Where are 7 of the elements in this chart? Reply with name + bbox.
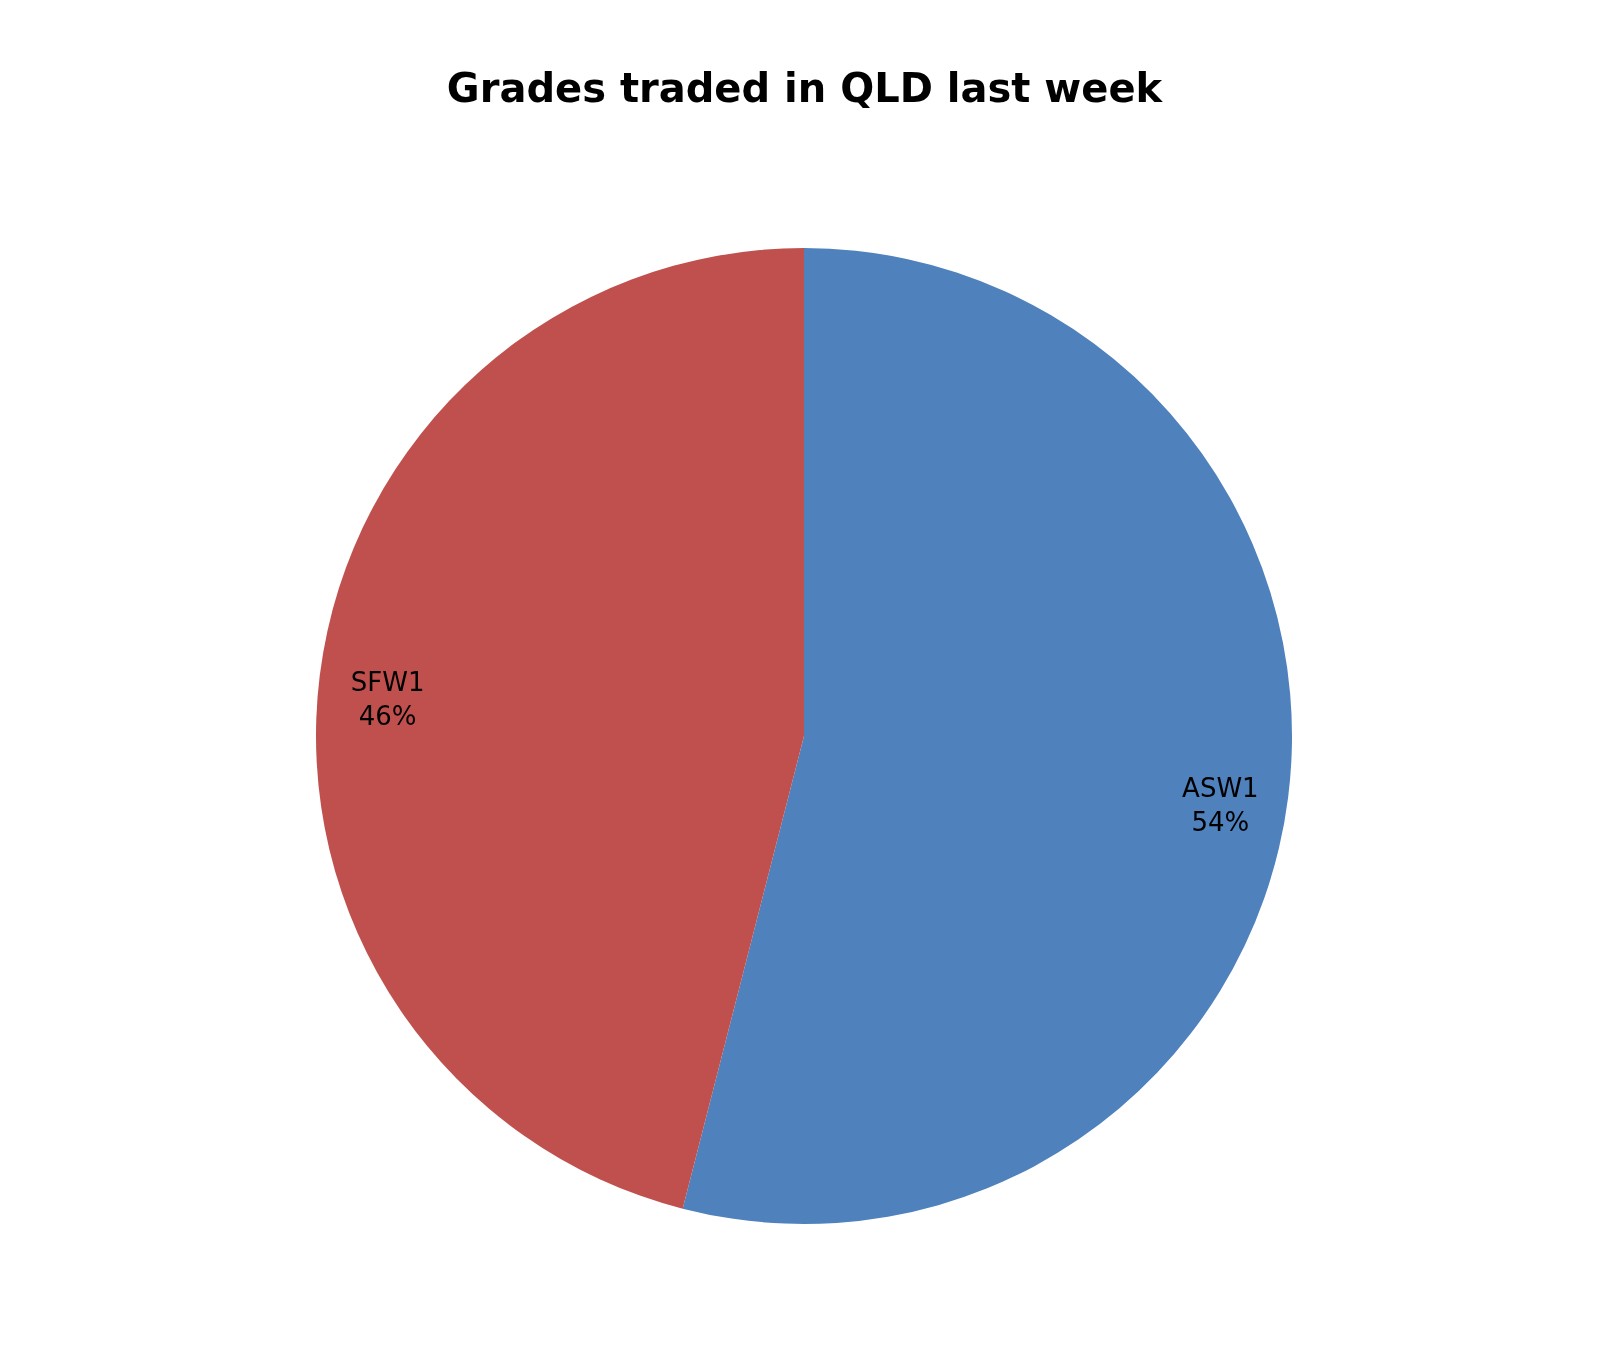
chart-title: Grades traded in QLD last week [446, 65, 1164, 111]
pie-slice [682, 248, 1292, 1224]
data-label: 54% [1191, 806, 1250, 837]
data-label: 46% [358, 701, 417, 732]
slice-label: SFW1 [350, 667, 425, 698]
slice-label: ASW1 [1182, 772, 1259, 803]
pie-slice [316, 248, 804, 1209]
